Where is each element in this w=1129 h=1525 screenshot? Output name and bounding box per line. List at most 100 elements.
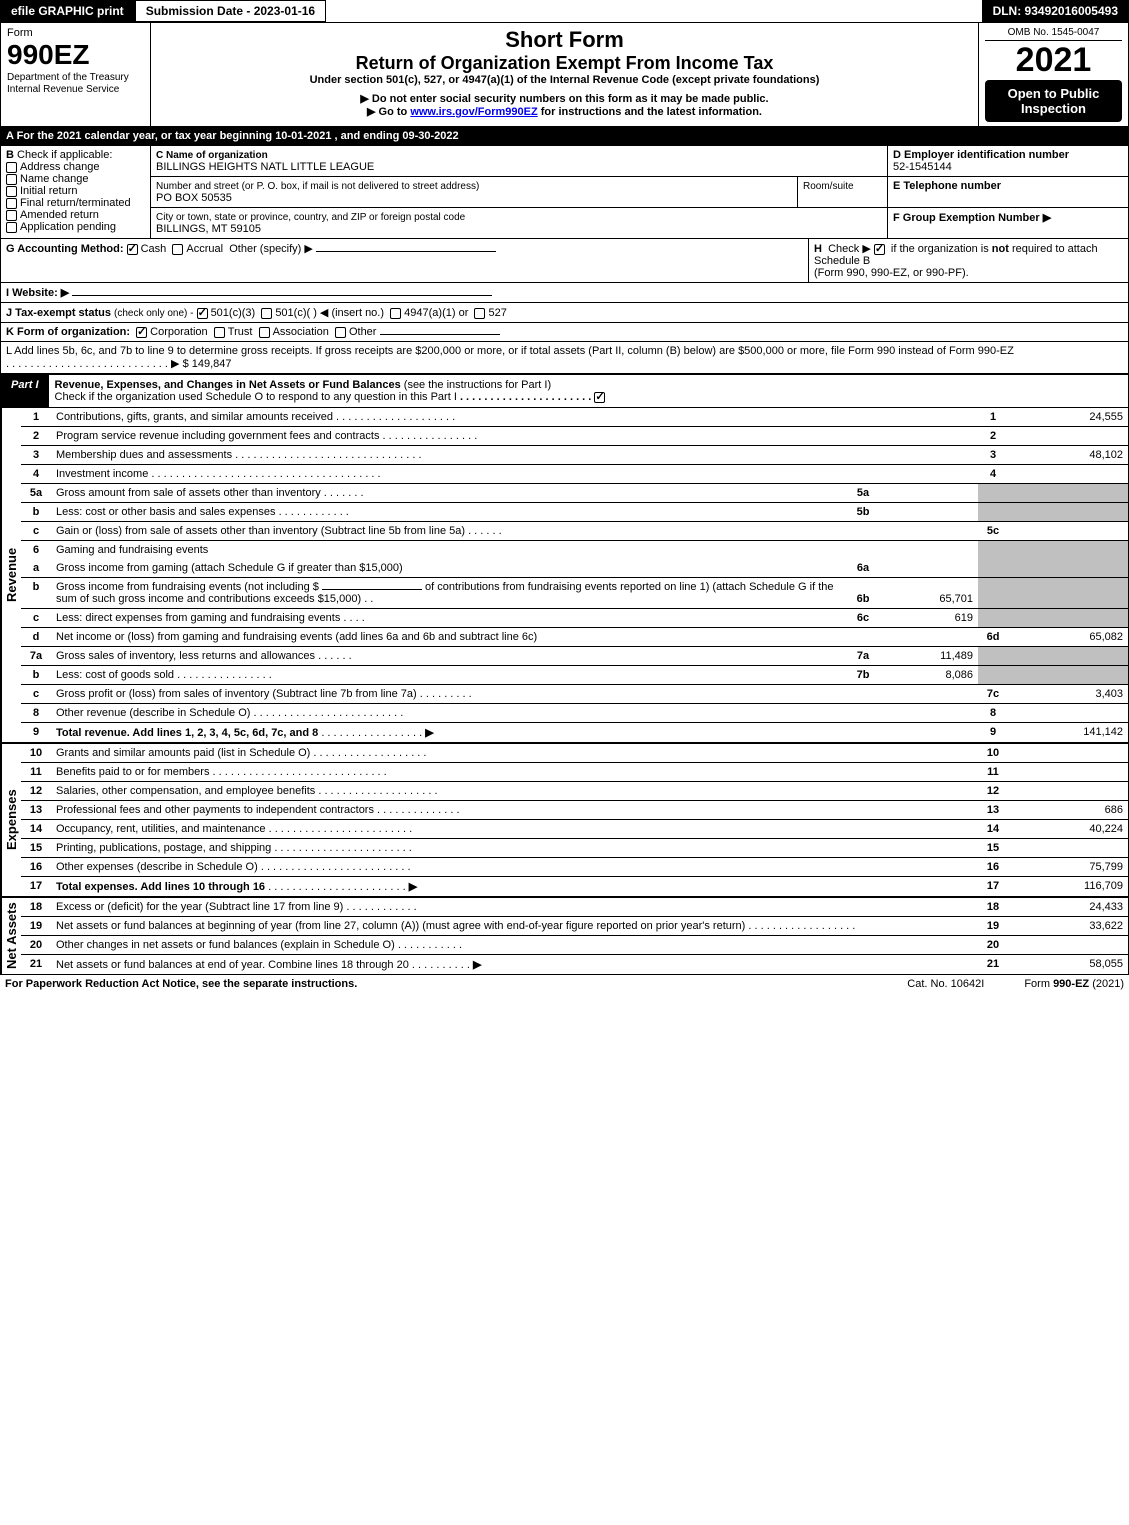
line-6b: b Gross income from fundraising events (… [21,578,1128,609]
line-6a-amount [878,559,978,578]
main-title: Return of Organization Exempt From Incom… [157,53,972,74]
form-label: Form [7,27,33,39]
chk-accrual[interactable] [172,244,183,255]
line-6d-text: Net income or (loss) from gaming and fun… [56,631,537,643]
line-21: 21 Net assets or fund balances at end of… [21,955,1128,975]
chk-association[interactable] [259,327,270,338]
chk-initial-return[interactable] [6,186,17,197]
subtitle: Under section 501(c), 527, or 4947(a)(1)… [157,74,972,86]
line-17-text: Total expenses. Add lines 10 through 16 [56,881,265,893]
opt-501c: 501(c)( ) ◀ (insert no.) [275,307,384,319]
opt-final-return: Final return/terminated [20,197,131,209]
dept-treasury: Department of the Treasury [7,72,129,83]
line-18-text: Excess or (deficit) for the year (Subtra… [56,901,343,913]
line-18: 18 Excess or (deficit) for the year (Sub… [21,898,1128,917]
opt-initial-return: Initial return [20,185,77,197]
footer-right-pre: Form [1024,978,1053,990]
line-5c: c Gain or (loss) from sale of assets oth… [21,522,1128,541]
line-6b-text1: Gross income from fundraising events (no… [56,581,319,593]
line-21-amount: 58,055 [1008,955,1128,975]
note-ssn: ▶ Do not enter social security numbers o… [157,92,972,105]
expenses-table: 10 Grants and similar amounts paid (list… [21,744,1128,896]
line-7a: 7a Gross sales of inventory, less return… [21,647,1128,666]
line-g-label: G Accounting Method: [6,243,124,255]
box-e-label: E Telephone number [893,180,1001,192]
line-3: 3 Membership dues and assessments . . . … [21,446,1128,465]
opt-amended-return: Amended return [20,209,99,221]
line-11: 11 Benefits paid to or for members . . .… [21,763,1128,782]
chk-cash[interactable] [127,244,138,255]
line-10-text: Grants and similar amounts paid (list in… [56,747,310,759]
chk-527[interactable] [474,308,485,319]
line-7b: b Less: cost of goods sold . . . . . . .… [21,666,1128,685]
irs-link[interactable]: www.irs.gov/Form990EZ [410,106,537,118]
line-20: 20 Other changes in net assets or fund b… [21,936,1128,955]
box-f-label: F Group Exemption Number ▶ [893,212,1051,224]
revenue-table: 1 Contributions, gifts, grants, and simi… [21,408,1128,742]
line-8: 8 Other revenue (describe in Schedule O)… [21,704,1128,723]
line-6c: c Less: direct expenses from gaming and … [21,609,1128,628]
line-7a-amount: 11,489 [878,647,978,666]
opt-other-specify: Other (specify) ▶ [229,243,313,255]
line-16-amount: 75,799 [1008,858,1128,877]
chk-501c[interactable] [261,308,272,319]
chk-corporation[interactable] [136,327,147,338]
line-12-amount [1008,782,1128,801]
line-6d: d Net income or (loss) from gaming and f… [21,628,1128,647]
line-9-text: Total revenue. Add lines 1, 2, 3, 4, 5c,… [56,727,318,739]
chk-name-change[interactable] [6,174,17,185]
arrow-icon: ▶ [473,959,481,971]
line-11-text: Benefits paid to or for members [56,766,209,778]
line-2: 2 Program service revenue including gove… [21,427,1128,446]
org-city: BILLINGS, MT 59105 [156,223,261,235]
part1-sub: (see the instructions for Part I) [404,379,551,391]
submission-date: Submission Date - 2023-01-16 [135,0,326,22]
line-6-text: Gaming and fundraising events [56,544,208,556]
line-j-label: J Tax-exempt status [6,307,111,319]
chk-4947[interactable] [390,308,401,319]
line-7c: c Gross profit or (loss) from sales of i… [21,685,1128,704]
chk-application-pending[interactable] [6,222,17,233]
chk-trust[interactable] [214,327,225,338]
chk-address-change[interactable] [6,162,17,173]
footer-mid: Cat. No. 10642I [907,978,984,990]
line-17: 17 Total expenses. Add lines 10 through … [21,877,1128,897]
chk-other-org[interactable] [335,327,346,338]
line-4-text: Investment income [56,468,148,480]
chk-amended-return[interactable] [6,210,17,221]
expenses-label: Expenses [1,744,21,896]
line-6d-amount: 65,082 [1008,628,1128,647]
line-l-amount: ▶ $ 149,847 [171,358,231,370]
dept-irs: Internal Revenue Service [7,84,119,95]
line-8-text: Other revenue (describe in Schedule O) [56,707,250,719]
line-3-amount: 48,102 [1008,446,1128,465]
chk-final-return[interactable] [6,198,17,209]
line-l-text: L Add lines 5b, 6c, and 7b to line 9 to … [6,345,1014,357]
box-b-text: Check if applicable: [17,149,112,161]
line-19-amount: 33,622 [1008,917,1128,936]
chk-schedule-o-part1[interactable] [594,392,605,403]
opt-application-pending: Application pending [20,221,116,233]
line-6: 6 Gaming and fundraising events [21,541,1128,560]
footer-left: For Paperwork Reduction Act Notice, see … [5,978,867,990]
org-name: BILLINGS HEIGHTS NATL LITTLE LEAGUE [156,161,374,173]
line-13-text: Professional fees and other payments to … [56,804,374,816]
opt-trust: Trust [228,326,253,338]
line-18-amount: 24,433 [1008,898,1128,917]
line-7a-text: Gross sales of inventory, less returns a… [56,650,315,662]
chk-501c3[interactable] [197,308,208,319]
line-h-not: not [992,243,1009,255]
line-10-amount [1008,744,1128,763]
line-15: 15 Printing, publications, postage, and … [21,839,1128,858]
efile-print[interactable]: efile GRAPHIC print [0,0,135,22]
line-15-text: Printing, publications, postage, and shi… [56,842,271,854]
chk-schedule-b[interactable] [874,244,885,255]
line-5a: 5a Gross amount from sale of assets othe… [21,484,1128,503]
line-5c-text: Gain or (loss) from sale of assets other… [56,525,465,537]
room-suite-label: Room/suite [803,181,854,192]
line-6a: a Gross income from gaming (attach Sched… [21,559,1128,578]
omb-number: OMB No. 1545-0047 [985,27,1122,41]
opt-association: Association [273,326,329,338]
line-1: 1 Contributions, gifts, grants, and simi… [21,408,1128,427]
box-c-addr-label: Number and street (or P. O. box, if mail… [156,181,479,192]
